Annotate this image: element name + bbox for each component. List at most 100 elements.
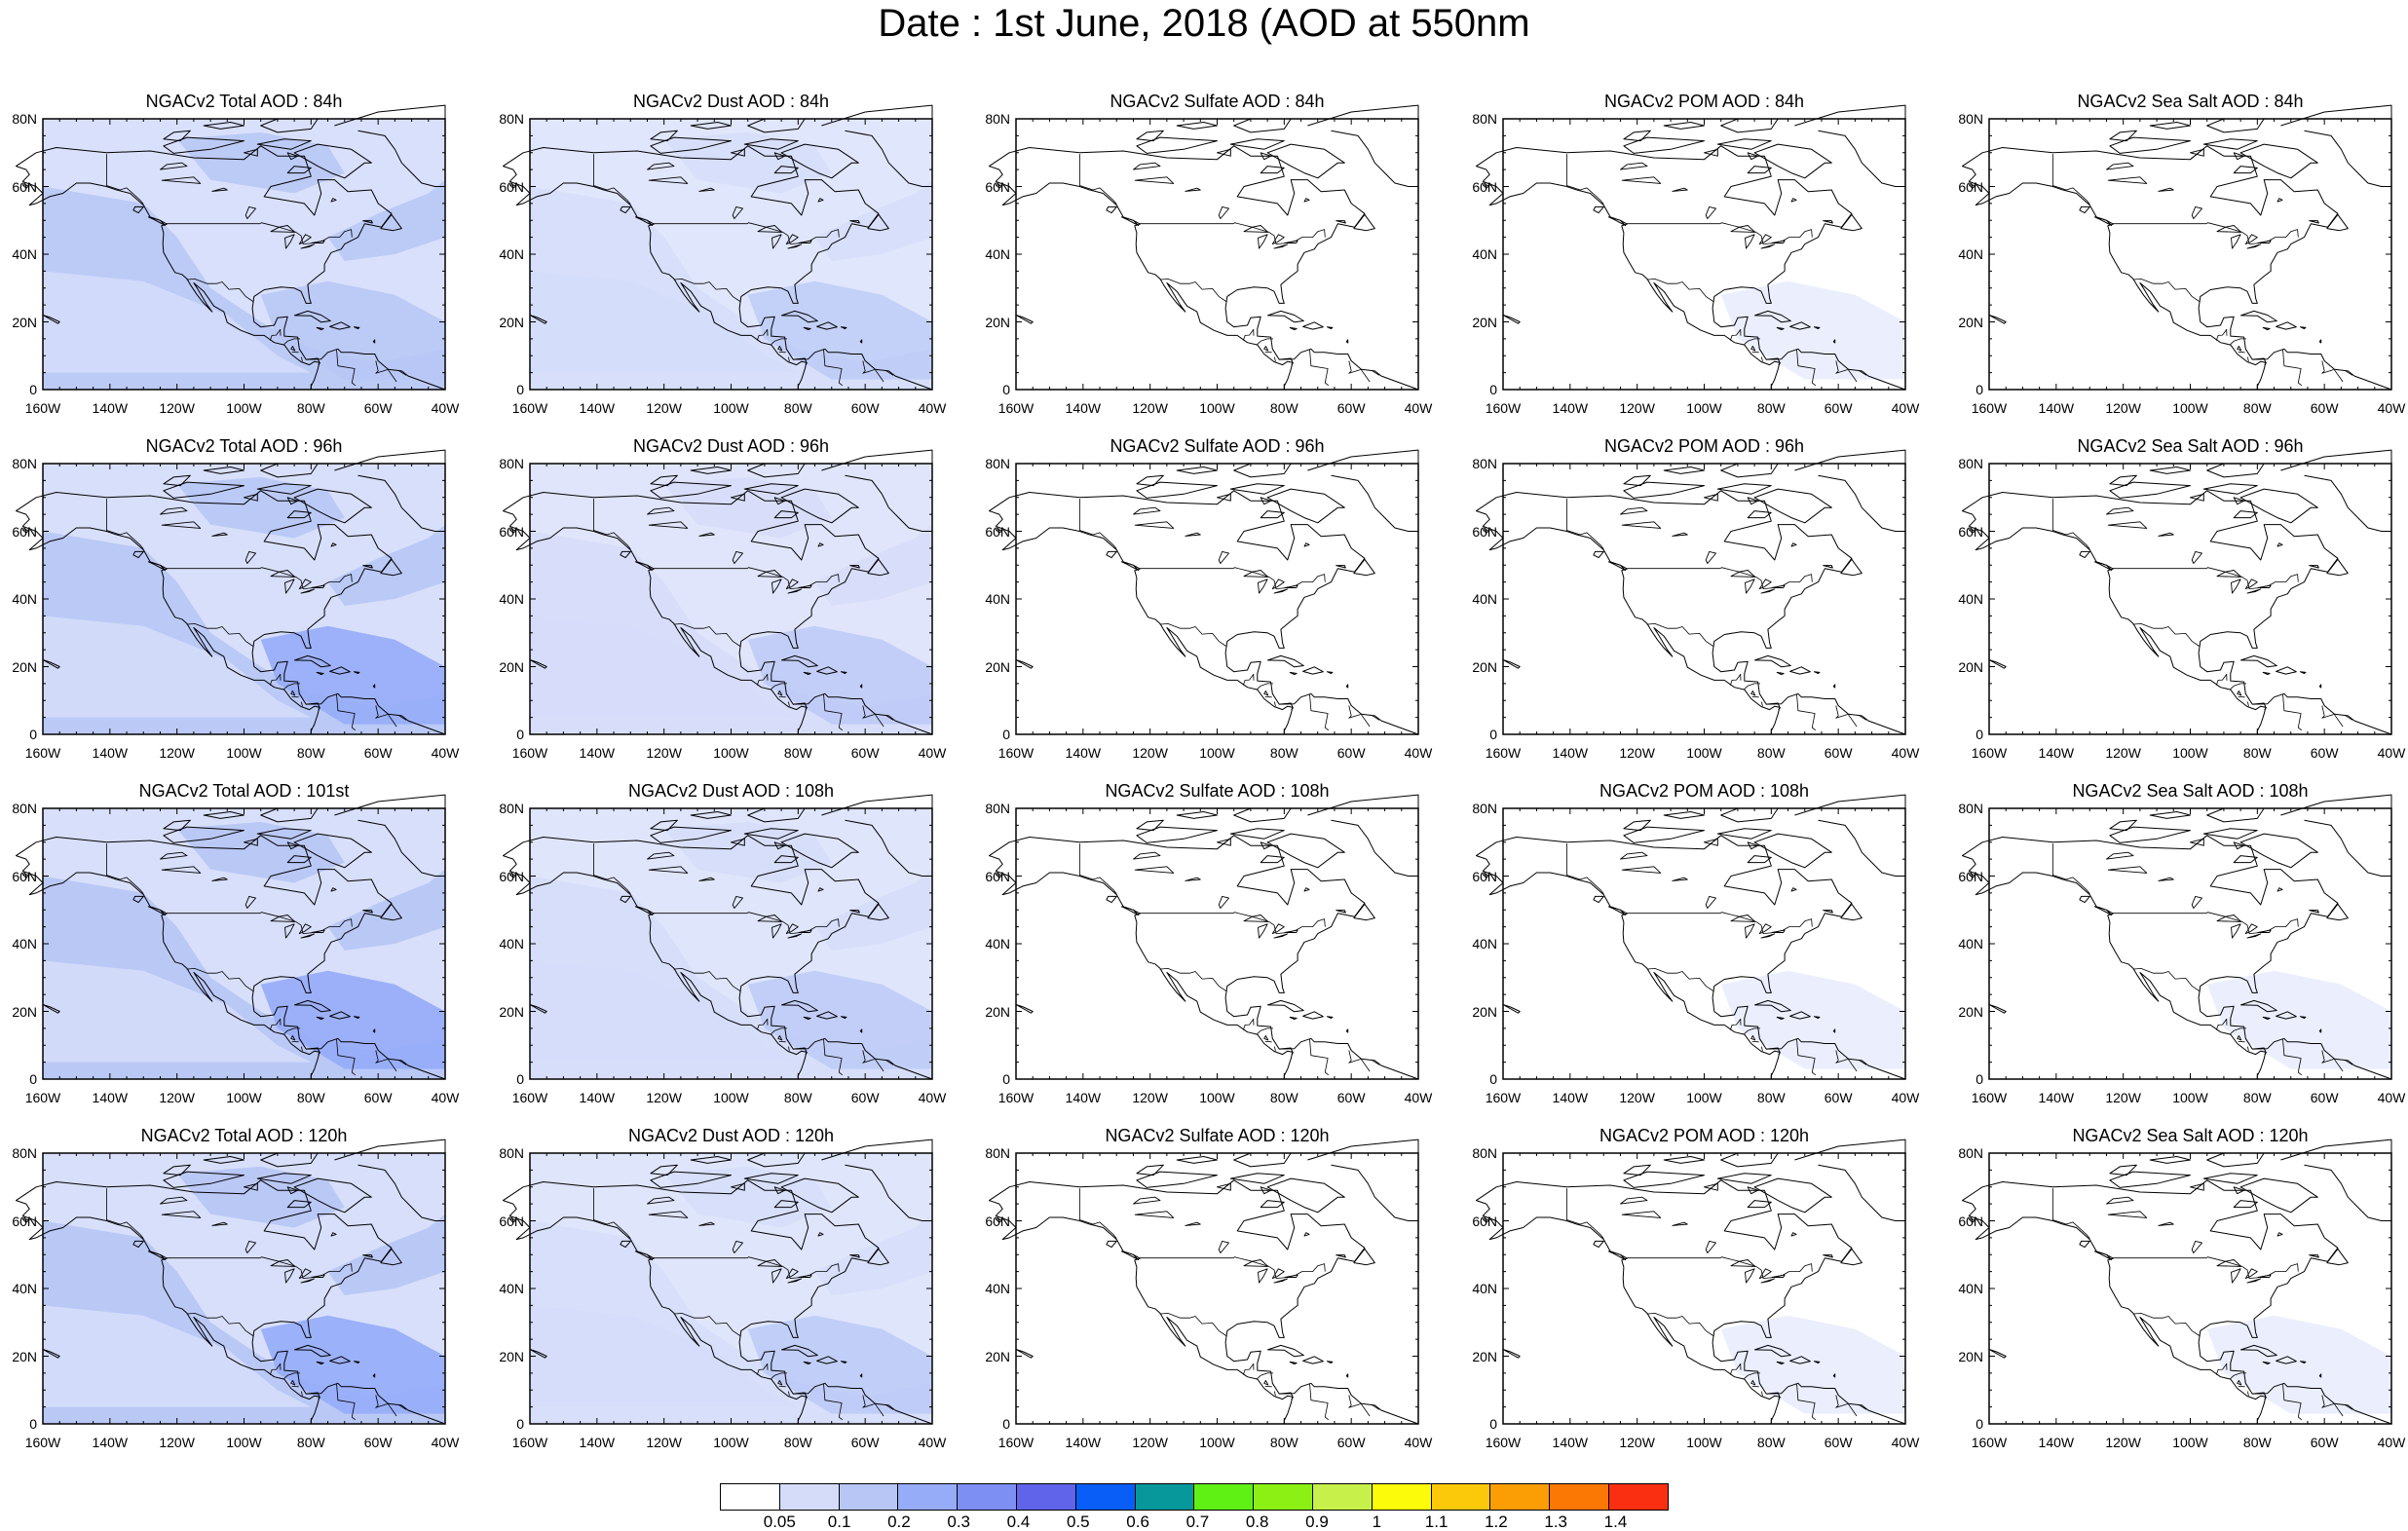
lake-outline — [300, 588, 316, 594]
lake-outline — [2246, 1278, 2262, 1284]
island-outline — [1776, 326, 1785, 330]
lake-outline — [757, 225, 783, 233]
island-outline — [773, 855, 799, 864]
coastline — [1279, 692, 1419, 735]
island-outline — [1968, 529, 1976, 534]
island-outline — [1776, 1016, 1785, 1020]
lon-tick-label: 100W — [713, 400, 749, 416]
island-outline — [1623, 136, 1705, 154]
political-border — [2052, 154, 2090, 205]
political-border — [673, 279, 741, 303]
lat-tick-label: 0 — [1002, 727, 1010, 742]
lake-outline — [211, 877, 228, 881]
political-border — [2112, 567, 2299, 589]
lon-tick-label: 40W — [431, 745, 460, 761]
lake-outline — [1134, 521, 1175, 529]
lon-tick-label: 160W — [1971, 400, 2008, 416]
political-border — [387, 368, 397, 383]
island-outline — [1015, 659, 1034, 669]
island-outline — [1233, 1152, 1292, 1168]
political-border — [2229, 1027, 2246, 1035]
lat-tick-label: 40N — [1472, 1281, 1497, 1296]
political-border — [2052, 843, 2090, 894]
island-outline — [1593, 550, 1604, 559]
island-outline — [1716, 138, 1772, 150]
island-outline — [743, 1173, 799, 1184]
political-border — [2344, 1403, 2353, 1410]
island-outline — [781, 310, 818, 323]
lon-tick-label: 140W — [2038, 1090, 2075, 1105]
political-border — [2132, 1313, 2201, 1337]
island-outline — [380, 1248, 402, 1266]
panel-title: NGACv2 Total AOD : 84h — [145, 92, 343, 111]
aod-shading — [2206, 1315, 2391, 1414]
island-outline — [634, 561, 654, 571]
colorbar-labels: 0.05 0.1 0.2 0.3 0.4 0.5 0.6 0.7 0.8 0.9 1 1.1 1.2 1.… — [720, 1513, 1694, 1531]
political-border — [1256, 1027, 1273, 1035]
political-border — [1566, 499, 1604, 549]
island-outline — [293, 143, 372, 179]
lake-outline — [1263, 1035, 1269, 1041]
lon-tick-label: 140W — [2038, 1435, 2075, 1450]
political-border — [2321, 1395, 2334, 1408]
lon-tick-label: 100W — [1199, 400, 1235, 416]
lake-outline — [245, 895, 256, 909]
lat-tick-label: 20N — [1472, 1003, 1497, 1020]
lon-tick-label: 140W — [579, 1090, 616, 1105]
aod-shading — [260, 625, 445, 725]
island-outline — [731, 493, 745, 502]
island-outline — [1623, 481, 1705, 499]
map-plot — [1962, 449, 2392, 735]
lat-tick-label: 20N — [12, 1003, 37, 1020]
political-border — [1309, 1383, 1330, 1421]
lon-tick-label: 80W — [296, 1090, 325, 1105]
island-outline — [1136, 136, 1218, 154]
island-outline — [286, 855, 312, 864]
lake-outline — [757, 1259, 783, 1267]
lon-tick-label: 120W — [159, 1090, 195, 1105]
lon-tick-label: 80W — [2242, 1435, 2272, 1450]
island-outline — [529, 1349, 547, 1359]
island-outline — [1289, 1361, 1298, 1364]
lon-tick-label: 160W — [1971, 745, 2008, 761]
island-outline — [163, 819, 191, 832]
island-outline — [2079, 1240, 2090, 1249]
map-plot — [1476, 1139, 1906, 1425]
island-outline — [1789, 1011, 1811, 1020]
lake-outline — [161, 521, 202, 529]
political-border — [1159, 623, 1227, 648]
lon-tick-label: 80W — [2242, 745, 2272, 761]
lat-tick-label: 80N — [499, 801, 524, 816]
political-border — [282, 683, 300, 691]
lat-tick-label: 0 — [1975, 1416, 1983, 1432]
political-border — [1761, 1391, 1763, 1397]
lat-tick-label: 20N — [1472, 1348, 1497, 1364]
political-border — [1371, 1059, 1380, 1065]
political-border — [1242, 1363, 1255, 1375]
political-border — [1835, 360, 1848, 374]
island-outline — [1217, 493, 1231, 502]
coastline — [1962, 145, 2339, 366]
island-outline — [1747, 152, 1759, 161]
colorbar-label: 0.6 — [1126, 1512, 1149, 1531]
island-outline — [286, 510, 312, 519]
island-outline — [1623, 1171, 1705, 1188]
political-border — [1079, 843, 1117, 894]
political-border — [1291, 707, 1295, 710]
island-outline — [2318, 1028, 2322, 1033]
lake-outline — [1303, 887, 1310, 892]
lake-outline — [245, 1240, 256, 1253]
coastline — [821, 1139, 933, 1221]
island-outline — [743, 483, 799, 495]
colorbar-swatch — [1371, 1483, 1432, 1511]
lat-tick-label: 80N — [985, 456, 1010, 471]
island-outline — [2233, 152, 2245, 161]
lake-outline — [1263, 346, 1269, 352]
aod-shading — [747, 1315, 932, 1414]
lon-tick-label: 120W — [646, 400, 682, 416]
lake-outline — [1730, 225, 1756, 233]
island-outline — [995, 184, 1003, 189]
political-border — [2215, 1363, 2228, 1375]
political-border — [2333, 713, 2344, 728]
lake-outline — [787, 588, 803, 594]
